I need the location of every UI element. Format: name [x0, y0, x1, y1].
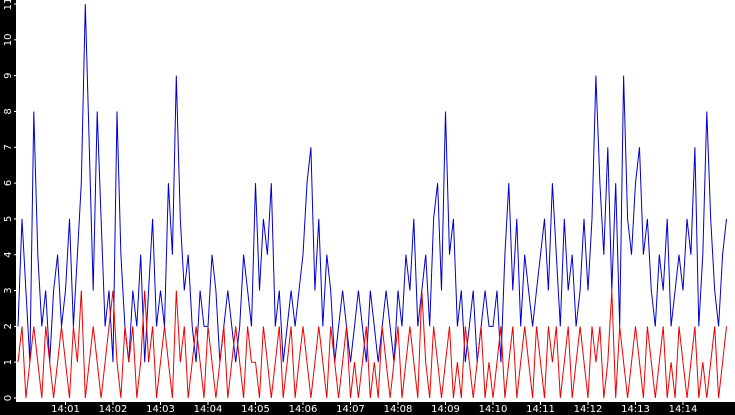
- y-tick-label: 5: [3, 216, 14, 222]
- x-tick-label: 14:13: [621, 404, 650, 415]
- x-tick-label: 14:11: [526, 404, 555, 415]
- y-tick-label: 2: [3, 323, 14, 329]
- x-tick-label: 14:12: [574, 404, 603, 415]
- x-tick-label: 14:09: [431, 404, 460, 415]
- x-tick-label: 14:07: [336, 404, 365, 415]
- y-tick-label: 6: [3, 180, 14, 186]
- series-line: [17, 290, 727, 399]
- x-tick-label: 14:06: [289, 404, 318, 415]
- y-tick-label: 3: [3, 287, 14, 293]
- series-line: [17, 3, 727, 363]
- x-tick-label: 14:10: [479, 404, 508, 415]
- y-tick-label: 0: [3, 395, 14, 401]
- x-tick-label: 14:05: [241, 404, 270, 415]
- x-tick-label: 14:04: [194, 404, 223, 415]
- x-tick-label: 14:03: [146, 404, 175, 415]
- x-tick-label: 14:01: [51, 404, 80, 415]
- x-tick-label: 14:14: [669, 404, 698, 415]
- y-tick-label: 4: [3, 252, 14, 258]
- x-tick-label: 14:02: [99, 404, 128, 415]
- y-tick-label: 8: [3, 108, 14, 114]
- x-tick-label: 14:08: [384, 404, 413, 415]
- y-tick-label: 1: [3, 359, 14, 365]
- y-tick-label: 7: [3, 144, 14, 150]
- y-tick-label: 11: [3, 0, 14, 10]
- y-tick-label: 10: [3, 33, 14, 46]
- y-tick-label: 9: [3, 72, 14, 78]
